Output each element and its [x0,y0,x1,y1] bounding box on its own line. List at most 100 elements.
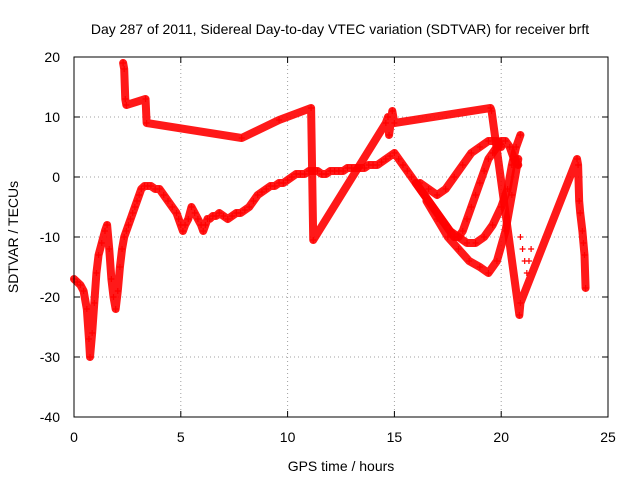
data-point [188,204,195,210]
x-tick-label: 15 [387,429,403,445]
data-point [455,234,462,240]
data-point [574,156,581,162]
data-point [80,288,87,294]
data-point [404,168,411,174]
data-point [246,204,253,210]
data-point [464,240,471,246]
y-tick-label: -40 [40,409,60,425]
data-point [271,183,278,189]
data-point [378,159,385,165]
data-point [488,108,495,114]
data-point [213,213,220,219]
data-point [95,252,102,258]
data-point [387,153,394,159]
data-point [83,306,90,312]
data-point [576,198,583,204]
data-point [382,156,389,162]
chart-title: Day 287 of 2011, Sidereal Day-to-day VTE… [91,21,589,37]
data-point [280,180,287,186]
data-point [173,210,180,216]
data-point [87,354,94,360]
data-point [582,285,589,291]
data-point [104,222,111,228]
data-point [85,336,92,342]
data-point [263,186,270,192]
data-point [386,132,393,138]
data-point [485,138,492,144]
data-point [575,162,582,168]
data-point [515,156,522,162]
data-point [74,279,81,285]
data-point [408,174,415,180]
data-point [237,210,244,216]
data-point [487,105,494,111]
data-point [493,258,500,264]
data-points [70,59,590,361]
data-point [323,171,330,177]
data-point [121,66,128,72]
data-point [123,102,130,108]
data-point [288,174,295,180]
data-point [91,300,98,306]
data-point [513,144,520,150]
data-point [423,198,430,204]
data-point [147,183,154,189]
data-point [138,186,145,192]
data-point [502,138,509,144]
data-point [516,312,523,318]
data-point [580,240,587,246]
data-point [206,216,213,222]
data-point [224,216,231,222]
data-point [160,192,167,198]
data-point [136,192,143,198]
data-point [114,288,121,294]
data-point [98,240,105,246]
data-point [241,207,248,213]
data-point [476,264,483,270]
data-point [116,264,123,270]
data-point [108,276,115,282]
data-point [340,168,347,174]
y-axis-label: SDTVAR / TECUs [5,181,21,293]
data-point [202,222,209,228]
data-point [156,186,163,192]
data-point [120,60,127,66]
data-point [164,198,171,204]
data-point [468,150,475,156]
y-tick-label: 0 [52,169,60,185]
data-point [481,168,488,174]
data-point [485,270,492,276]
data-point [425,186,432,192]
x-tick-label: 20 [493,429,509,445]
data-point [417,180,424,186]
data-point [101,228,108,234]
data-point [119,246,126,252]
data-point [485,156,492,162]
y-tick-label: 10 [44,109,60,125]
data-point [519,246,526,252]
data-point [517,132,524,138]
x-axis-label: GPS time / hours [288,458,395,474]
data-point [129,210,136,216]
data-point [93,270,100,276]
data-point [143,120,150,126]
data-point [506,144,513,150]
data-point [182,222,189,228]
data-point [434,216,441,222]
data-point [194,216,201,222]
x-tick-label: 25 [600,429,616,445]
data-point [121,234,128,240]
data-point [229,213,236,219]
y-tick-label: -30 [40,349,60,365]
data-point [142,96,149,102]
data-point [127,216,134,222]
data-point [466,258,473,264]
data-point [125,222,132,228]
data-point [200,228,207,234]
data-point [517,234,524,240]
x-tick-label: 0 [70,429,78,445]
data-point [468,204,475,210]
data-point [310,237,317,243]
data-point [391,120,398,126]
